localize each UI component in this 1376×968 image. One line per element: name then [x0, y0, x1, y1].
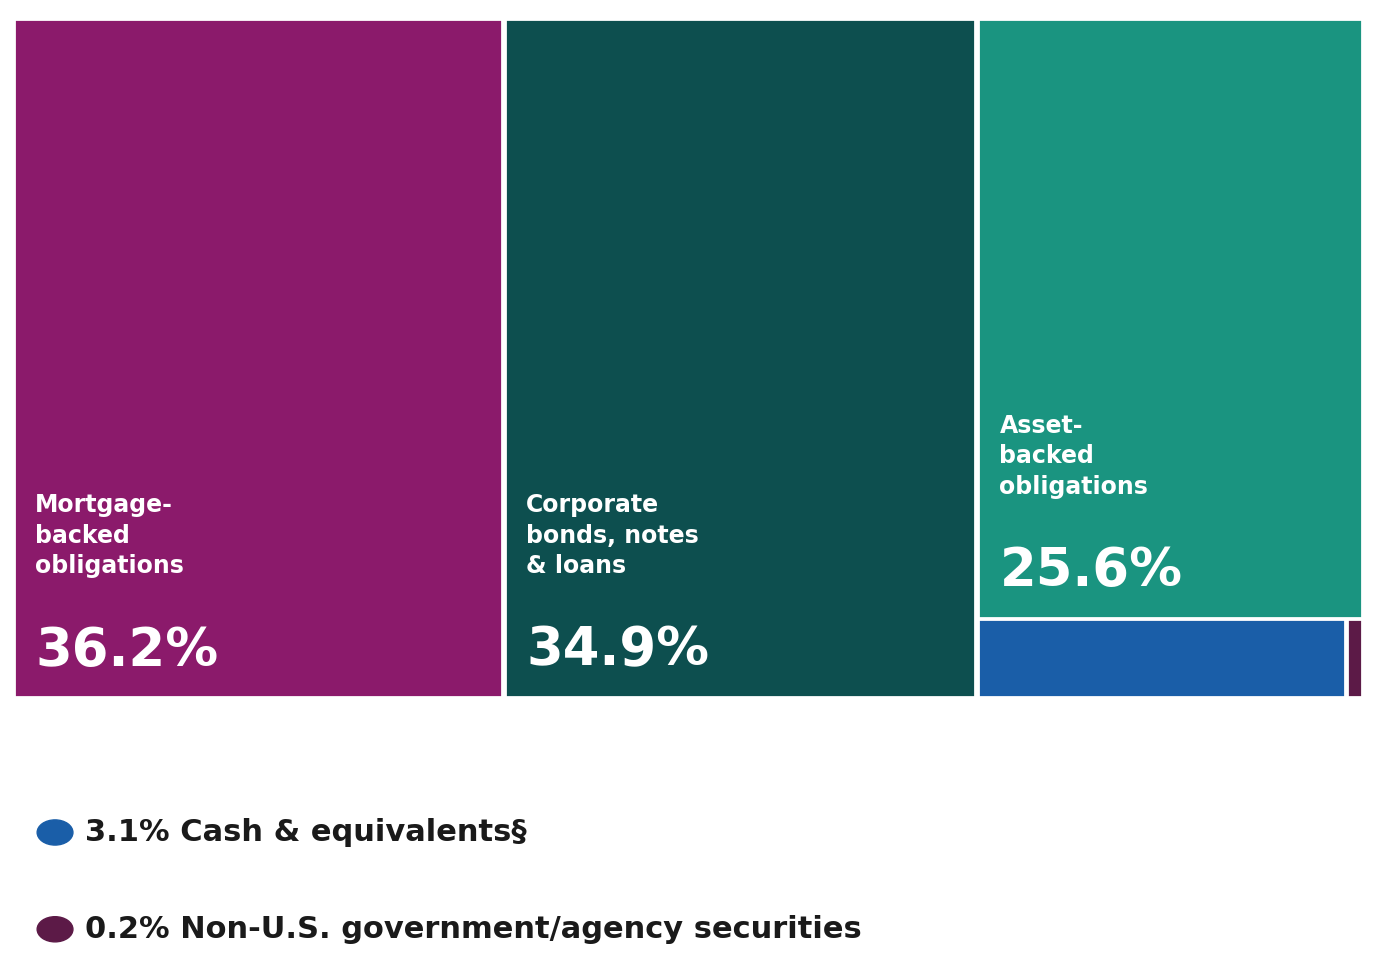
Text: 34.9%: 34.9% [526, 624, 709, 677]
Text: Mortgage-
backed
obligations: Mortgage- backed obligations [36, 493, 184, 578]
Bar [1347, 620, 1362, 697]
Text: 36.2%: 36.2% [36, 624, 219, 677]
Bar [14, 19, 502, 697]
Text: Corporate
bonds, notes
& loans: Corporate bonds, notes & loans [526, 493, 699, 578]
Text: 3.1% Cash & equivalents§: 3.1% Cash & equivalents§ [85, 818, 527, 847]
Bar [978, 19, 1362, 618]
Bar [978, 620, 1344, 697]
Text: Asset-
backed
obligations: Asset- backed obligations [999, 413, 1149, 499]
Bar [505, 19, 976, 697]
Text: 25.6%: 25.6% [999, 545, 1182, 597]
Text: 0.2% Non-U.S. government/agency securities: 0.2% Non-U.S. government/agency securiti… [85, 915, 861, 944]
